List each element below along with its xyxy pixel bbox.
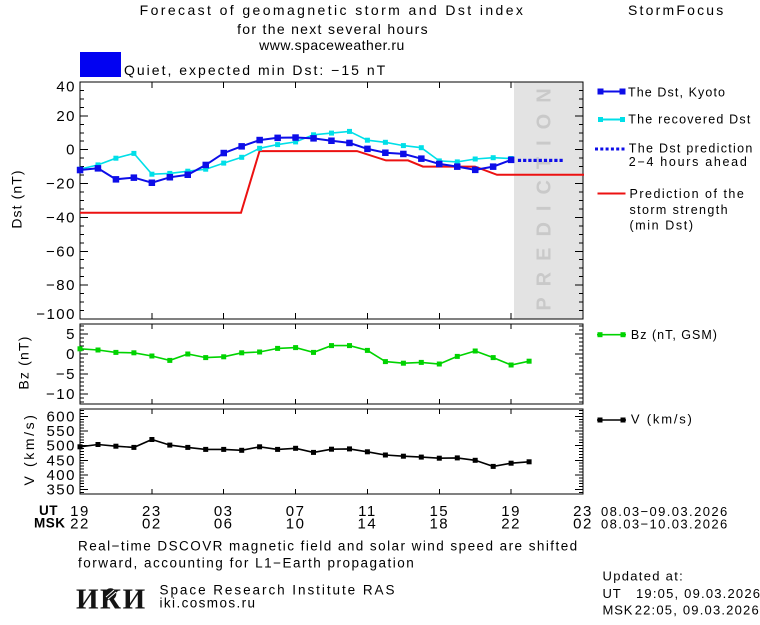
svg-text:−5: −5 xyxy=(56,366,76,383)
svg-text:03: 03 xyxy=(214,503,234,520)
svg-text:06: 06 xyxy=(214,516,234,533)
svg-text:Bz (nT): Bz (nT) xyxy=(16,335,32,389)
svg-text:UT: UT xyxy=(39,503,58,518)
svg-text:450: 450 xyxy=(46,452,76,469)
svg-text:Quiet, expected min Dst: −15 n: Quiet, expected min Dst: −15 nT xyxy=(124,62,387,78)
svg-text:for the next several hours: for the next several hours xyxy=(237,21,429,37)
svg-text:23: 23 xyxy=(142,503,162,520)
svg-text:The recovered Dst: The recovered Dst xyxy=(628,112,751,126)
svg-text:(min Dst): (min Dst) xyxy=(630,219,695,233)
svg-text:14: 14 xyxy=(358,516,378,533)
svg-text:Dst (nT): Dst (nT) xyxy=(9,169,25,228)
svg-text:UT: UT xyxy=(603,586,622,601)
svg-text:22: 22 xyxy=(70,516,90,533)
svg-text:V (km/s): V (km/s) xyxy=(21,413,37,486)
svg-text:−100: −100 xyxy=(36,306,76,323)
svg-text:22:05, 09.03.2026: 22:05, 09.03.2026 xyxy=(635,603,760,618)
svg-text:600: 600 xyxy=(46,408,76,425)
svg-text:Forecast of geomagnetic storm: Forecast of geomagnetic storm and Dst in… xyxy=(140,2,526,18)
svg-text:Real−time DSCOVR magnetic fiel: Real−time DSCOVR magnetic field and sola… xyxy=(78,539,579,554)
svg-text:iki.cosmos.ru: iki.cosmos.ru xyxy=(160,596,257,611)
svg-text:11: 11 xyxy=(358,503,377,520)
svg-text:forward, accounting for L1−Ear: forward, accounting for L1−Earth propaga… xyxy=(78,556,415,571)
svg-text:PREDICTION: PREDICTION xyxy=(534,77,556,310)
svg-text:MSK: MSK xyxy=(603,603,634,618)
svg-text:storm strength: storm strength xyxy=(630,203,730,217)
svg-text:08.03−10.03.2026: 08.03−10.03.2026 xyxy=(601,517,729,532)
svg-text:500: 500 xyxy=(46,438,76,455)
svg-text:2−4 hours ahead: 2−4 hours ahead xyxy=(629,155,749,169)
svg-text:−80: −80 xyxy=(46,277,76,294)
svg-text:550: 550 xyxy=(46,423,76,440)
svg-text:23: 23 xyxy=(573,503,593,520)
svg-text:0: 0 xyxy=(66,142,76,159)
svg-text:−20: −20 xyxy=(46,176,76,193)
svg-text:StormFocus: StormFocus xyxy=(628,2,725,18)
svg-text:10: 10 xyxy=(286,516,306,533)
svg-text:−40: −40 xyxy=(46,209,76,226)
svg-text:22: 22 xyxy=(501,516,521,533)
svg-text:Bz (nT, GSM): Bz (nT, GSM) xyxy=(631,328,718,342)
svg-text:The Dst prediction: The Dst prediction xyxy=(629,142,754,156)
svg-text:Space Research Institute RAS: Space Research Institute RAS xyxy=(160,583,397,598)
svg-text:15: 15 xyxy=(429,503,449,520)
svg-text:07: 07 xyxy=(286,503,306,520)
svg-text:19:05, 09.03.2026: 19:05, 09.03.2026 xyxy=(636,586,760,601)
svg-text:20: 20 xyxy=(56,108,76,125)
svg-text:V (km/s): V (km/s) xyxy=(631,412,694,427)
svg-text:www.spaceweather.ru: www.spaceweather.ru xyxy=(258,37,405,53)
svg-text:Prediction of the: Prediction of the xyxy=(630,187,746,201)
svg-text:Updated at:: Updated at: xyxy=(603,569,685,584)
svg-text:350: 350 xyxy=(46,482,76,499)
svg-text:The Dst, Kyoto: The Dst, Kyoto xyxy=(628,86,726,100)
svg-text:400: 400 xyxy=(46,467,76,484)
svg-text:40: 40 xyxy=(56,79,76,96)
svg-text:02: 02 xyxy=(573,516,593,533)
svg-text:0: 0 xyxy=(66,346,76,363)
svg-text:08.03−09.03.2026: 08.03−09.03.2026 xyxy=(601,504,729,519)
svg-text:18: 18 xyxy=(429,516,449,533)
svg-text:−60: −60 xyxy=(46,243,76,260)
svg-text:02: 02 xyxy=(142,516,162,533)
svg-text:5: 5 xyxy=(66,326,76,343)
svg-text:MSK: MSK xyxy=(34,516,66,531)
svg-text:19: 19 xyxy=(501,503,521,520)
svg-text:−10: −10 xyxy=(46,386,76,403)
svg-text:19: 19 xyxy=(70,503,90,520)
